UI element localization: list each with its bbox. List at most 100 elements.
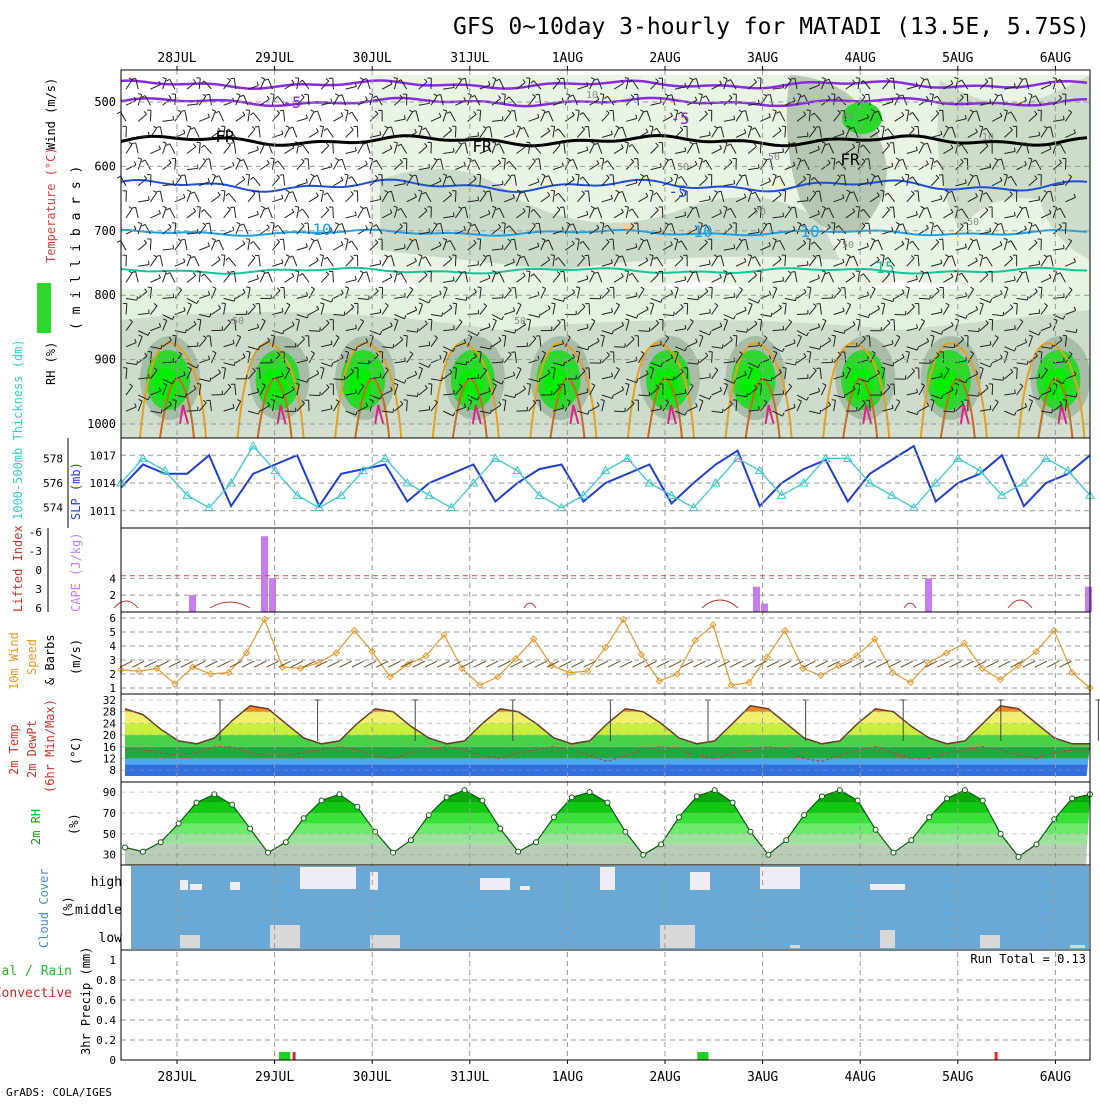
rh-point bbox=[1052, 817, 1057, 822]
wind-barb bbox=[797, 314, 808, 315]
chart-title: GFS 0~10day 3-hourly for MATADI (13.5E, … bbox=[453, 14, 1090, 40]
lifted-index-trace bbox=[904, 603, 916, 608]
precip-convective-bar bbox=[293, 1052, 296, 1060]
rh-legend-swatch bbox=[37, 283, 51, 333]
wind-barb-flag bbox=[478, 197, 479, 201]
wind-barb-flag bbox=[905, 239, 909, 240]
thickness-tick-label: 574 bbox=[43, 502, 63, 515]
precip-total-bar bbox=[697, 1052, 703, 1060]
rh-contour-label: 10 bbox=[982, 132, 994, 143]
temp-band bbox=[121, 747, 1090, 759]
rh-point bbox=[1034, 842, 1039, 847]
wind-barb-flag bbox=[856, 78, 860, 79]
surface-wind-barb bbox=[132, 661, 144, 667]
surface-wind-barb bbox=[327, 661, 339, 667]
rh-band bbox=[121, 823, 1090, 833]
rh-contour-label: 50 bbox=[514, 316, 526, 327]
wind-barb-flag bbox=[734, 244, 735, 248]
rh-tick-label: 90 bbox=[103, 786, 116, 799]
wind-barb bbox=[284, 352, 285, 363]
surface-wind-barb bbox=[230, 661, 242, 667]
wind-barb-flag bbox=[710, 374, 711, 378]
rh-point bbox=[676, 815, 681, 820]
surface-wind-barb bbox=[889, 661, 901, 667]
wind-barb-flag bbox=[173, 245, 174, 249]
surface-wind-barb bbox=[218, 661, 230, 667]
wind-unit-label: (m/s) bbox=[69, 639, 83, 675]
wind-barb-flag bbox=[478, 261, 479, 265]
rh-point bbox=[1070, 796, 1075, 801]
lifted-index-trace bbox=[1008, 600, 1032, 608]
rh-contour-label: 10 bbox=[586, 90, 598, 101]
wind-barb-flag bbox=[148, 261, 149, 265]
wind-barb bbox=[943, 110, 944, 121]
wind-barb-flag bbox=[600, 158, 604, 159]
temp-band bbox=[121, 712, 1090, 724]
surface-wind-barb bbox=[742, 661, 754, 667]
wind-barb-flag bbox=[791, 272, 795, 273]
isotherm-label: 10 bbox=[312, 220, 331, 239]
wind-barb-flag bbox=[137, 361, 138, 365]
wind-barb-flag bbox=[1052, 345, 1053, 349]
pressure-tick-label: 600 bbox=[94, 159, 116, 173]
dewpoint-axis-label: 2m DewPt bbox=[25, 720, 39, 778]
wind-barb-flag bbox=[551, 126, 555, 127]
rh-point bbox=[534, 840, 539, 845]
surface-wind-barb bbox=[1035, 661, 1047, 667]
lifted-index-trace bbox=[524, 603, 536, 608]
wind-barb-flag bbox=[527, 319, 531, 320]
surface-wind-barb bbox=[657, 661, 669, 667]
wind-barb-flag bbox=[771, 313, 772, 317]
slp-axis-label: SLP (mb) bbox=[69, 462, 83, 520]
wind-barb-flag bbox=[453, 212, 454, 216]
surface-wind-barb bbox=[962, 661, 974, 667]
cloud-high-gap bbox=[180, 880, 188, 890]
cloud-high-gap bbox=[190, 884, 202, 890]
wind-barb-flag bbox=[230, 271, 234, 272]
wind-barb-flag bbox=[758, 100, 759, 104]
wind-barb-flag bbox=[453, 84, 454, 88]
date-label-bottom: 28JUL bbox=[157, 1070, 196, 1085]
slp-tick-label: 1011 bbox=[90, 505, 117, 518]
wind-barb-flag bbox=[117, 112, 120, 114]
wind-barb bbox=[455, 255, 456, 266]
wind-barb-flag bbox=[161, 345, 162, 349]
wind-barb-flag bbox=[222, 367, 226, 368]
wind-barb-flag bbox=[442, 377, 443, 381]
rh-point bbox=[659, 842, 664, 847]
lifted-index-trace bbox=[114, 601, 138, 608]
rh-point bbox=[909, 838, 914, 843]
wind-barb bbox=[589, 304, 590, 315]
wind-barb-flag bbox=[832, 400, 836, 401]
lifted-index-trace bbox=[210, 602, 250, 608]
rh-contour-label: 50 bbox=[232, 316, 244, 327]
date-label-top: 4AUG bbox=[845, 51, 876, 66]
surface-wind-barb bbox=[584, 661, 596, 667]
surface-wind-barb bbox=[937, 661, 949, 667]
wind-barb-flag bbox=[535, 94, 539, 95]
lifted-index-tick-label: -6 bbox=[29, 526, 42, 539]
wind-barb-flag bbox=[856, 271, 860, 272]
wind-barb-flag bbox=[791, 78, 795, 79]
wind-barb-flag bbox=[747, 329, 748, 333]
cloud-high-gap bbox=[520, 886, 530, 890]
wind-barb-flag bbox=[1039, 196, 1040, 200]
surface-wind-barb bbox=[596, 661, 608, 667]
wind-barb-flag bbox=[1015, 325, 1016, 329]
surface-wind-barb bbox=[693, 661, 705, 667]
wind-barb-flag bbox=[380, 373, 381, 377]
wind-barb-flag bbox=[197, 384, 201, 385]
cloud-high-gap bbox=[370, 872, 378, 890]
date-label-bottom: 5AUG bbox=[942, 1070, 973, 1085]
wind-barb bbox=[919, 363, 930, 364]
surface-wind-barb bbox=[266, 661, 278, 667]
wind-barb bbox=[760, 78, 761, 89]
wind-barb-flag bbox=[783, 213, 784, 217]
rh-tick-label: 50 bbox=[103, 828, 116, 841]
wind-axis-label: 10m Wind bbox=[7, 632, 21, 690]
wind-barb-flag bbox=[816, 191, 820, 192]
wind-barb bbox=[638, 223, 639, 234]
rh-tick-label: 30 bbox=[103, 849, 116, 862]
wind-barb-flag bbox=[880, 190, 884, 191]
lifted-index-tick-label: 6 bbox=[35, 602, 42, 615]
